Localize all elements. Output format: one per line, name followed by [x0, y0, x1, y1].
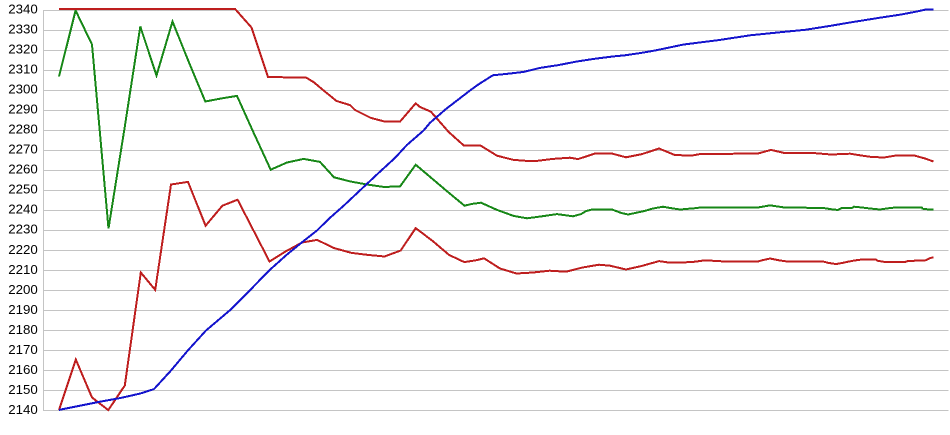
svg-text:2260: 2260	[8, 162, 38, 177]
svg-text:2140: 2140	[8, 402, 38, 417]
svg-text:2160: 2160	[8, 362, 38, 377]
svg-text:2170: 2170	[8, 342, 38, 357]
svg-text:2230: 2230	[8, 222, 38, 237]
svg-text:2310: 2310	[8, 61, 38, 76]
svg-text:2250: 2250	[8, 182, 38, 197]
svg-text:2180: 2180	[8, 322, 38, 337]
svg-text:2280: 2280	[8, 122, 38, 137]
svg-text:2210: 2210	[8, 262, 38, 277]
svg-text:2270: 2270	[8, 142, 38, 157]
svg-text:2330: 2330	[8, 21, 38, 36]
svg-text:2220: 2220	[8, 242, 38, 257]
svg-text:2240: 2240	[8, 202, 38, 217]
svg-text:2340: 2340	[8, 1, 38, 16]
svg-text:2200: 2200	[8, 282, 38, 297]
svg-text:2290: 2290	[8, 102, 38, 117]
svg-text:2320: 2320	[8, 41, 38, 56]
svg-text:2150: 2150	[8, 382, 38, 397]
svg-text:2190: 2190	[8, 302, 38, 317]
svg-text:2300: 2300	[8, 82, 38, 97]
